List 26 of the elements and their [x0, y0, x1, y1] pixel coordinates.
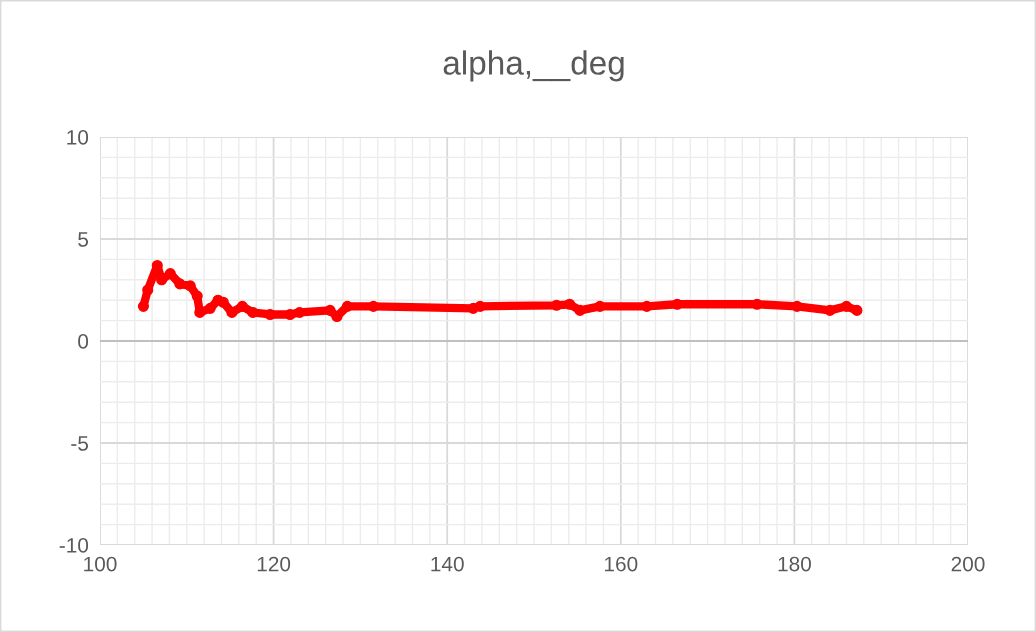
- point: [574, 304, 586, 316]
- point: [564, 298, 576, 310]
- point: [236, 300, 248, 312]
- y-tick-label: -5: [71, 436, 89, 451]
- point: [142, 284, 154, 296]
- x-tick-label: 200: [951, 556, 985, 572]
- point: [851, 304, 863, 316]
- point: [840, 300, 853, 312]
- point: [137, 300, 149, 312]
- y-tick-label: 5: [78, 232, 89, 247]
- x-tick-label: 100: [84, 556, 117, 572]
- chart-title: alpha,__deg: [443, 50, 624, 82]
- point: [191, 290, 203, 302]
- point: [204, 302, 216, 314]
- x-tick-label: 180: [778, 556, 811, 572]
- y-tick-label: -10: [59, 538, 89, 553]
- y-tick-label: 0: [78, 334, 89, 349]
- x-tick-label: 120: [257, 556, 291, 572]
- y-tick-label: 10: [67, 130, 89, 145]
- point: [474, 300, 486, 312]
- point: [324, 304, 336, 316]
- x-tick-label: 140: [431, 556, 464, 572]
- x-tick-label: 160: [605, 556, 638, 572]
- point: [174, 278, 186, 290]
- point: [164, 268, 176, 280]
- point: [341, 300, 353, 312]
